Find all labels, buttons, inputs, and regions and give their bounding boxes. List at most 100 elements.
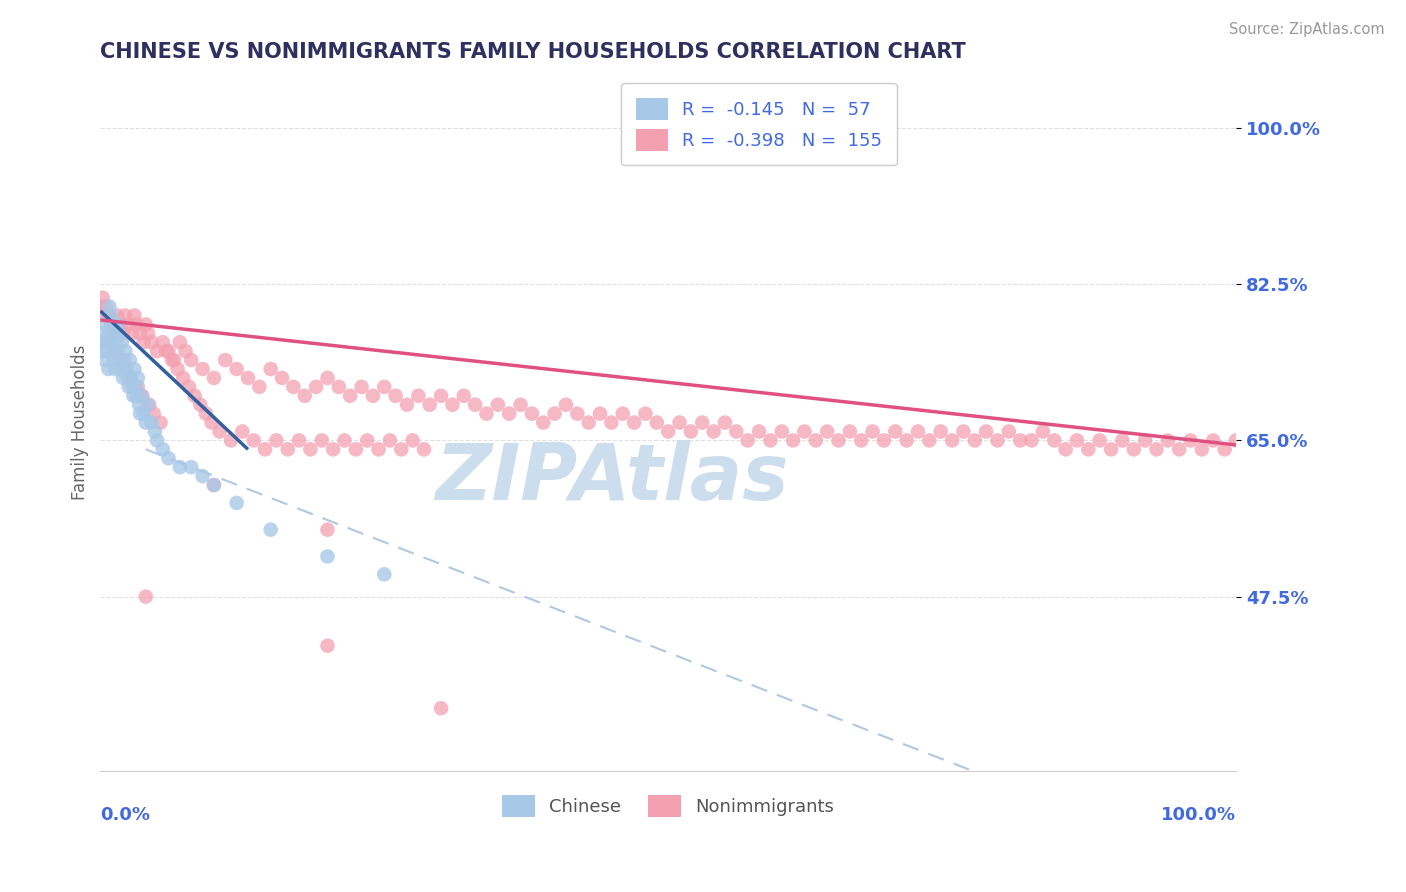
Point [373,380,395,394]
Point [827,434,849,448]
Point [127,371,149,385]
Point [1099,442,1122,457]
Point [136,326,159,341]
Point [759,434,782,448]
Point [110,318,132,332]
Point [124,362,146,376]
Point [194,407,217,421]
Point [98,300,121,314]
Point [815,425,838,439]
Point [108,353,131,368]
Point [97,309,120,323]
Point [430,389,453,403]
Point [294,389,316,403]
Point [384,389,406,403]
Point [93,326,115,341]
Point [131,389,153,403]
Point [191,469,214,483]
Point [183,389,205,403]
Point [1088,434,1111,448]
Point [142,407,165,421]
Point [1043,434,1066,448]
Point [107,326,129,341]
Y-axis label: Family Households: Family Households [72,345,89,500]
Legend: Chinese, Nonimmigrants: Chinese, Nonimmigrants [495,788,841,824]
Point [132,335,155,350]
Point [1077,442,1099,457]
Point [413,442,436,457]
Point [316,549,339,564]
Point [929,425,952,439]
Point [475,407,498,421]
Point [155,344,177,359]
Point [1122,442,1144,457]
Point [98,335,121,350]
Point [316,639,339,653]
Point [1066,434,1088,448]
Point [408,389,430,403]
Point [114,344,136,359]
Point [356,434,378,448]
Point [623,416,645,430]
Point [138,398,160,412]
Point [100,309,122,323]
Point [100,318,122,332]
Point [453,389,475,403]
Point [299,442,322,457]
Point [111,335,134,350]
Point [316,523,339,537]
Point [305,380,328,394]
Point [498,407,520,421]
Point [486,398,509,412]
Point [316,371,339,385]
Point [152,442,174,457]
Point [163,353,186,368]
Point [247,380,270,394]
Point [98,326,121,341]
Point [344,442,367,457]
Point [242,434,264,448]
Point [105,344,128,359]
Point [737,434,759,448]
Point [103,353,125,368]
Point [419,398,441,412]
Point [509,398,531,412]
Point [127,380,149,394]
Point [918,434,941,448]
Point [135,318,157,332]
Point [793,425,815,439]
Point [589,407,612,421]
Point [124,380,146,394]
Point [117,371,139,385]
Point [782,434,804,448]
Point [180,353,202,368]
Point [115,362,138,376]
Point [100,318,122,332]
Point [1191,442,1213,457]
Point [124,309,146,323]
Point [952,425,974,439]
Point [104,362,127,376]
Point [395,398,418,412]
Point [378,434,401,448]
Point [120,371,142,385]
Point [578,416,600,430]
Point [125,389,148,403]
Point [94,300,117,314]
Point [146,344,169,359]
Point [101,344,124,359]
Point [441,398,464,412]
Point [91,291,114,305]
Point [1168,442,1191,457]
Point [135,416,157,430]
Point [612,407,634,421]
Point [214,353,236,368]
Point [1213,442,1236,457]
Point [873,434,896,448]
Point [169,335,191,350]
Point [94,318,117,332]
Text: ZIPAtlas: ZIPAtlas [434,441,789,516]
Point [172,371,194,385]
Point [202,371,225,385]
Point [896,434,918,448]
